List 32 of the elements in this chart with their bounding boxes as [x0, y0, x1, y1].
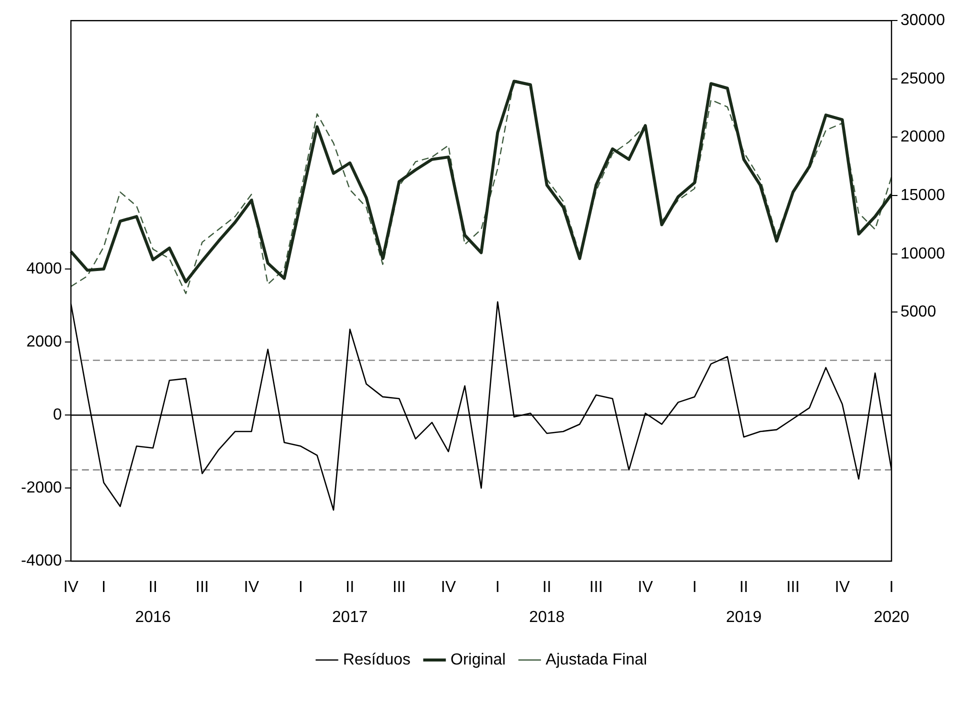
y2-tick-label: 20000 — [900, 128, 946, 146]
x-tick-label: III — [196, 578, 209, 596]
x-tick-label: I — [102, 578, 106, 596]
y2-tick-label: 10000 — [900, 245, 946, 262]
x-tick-label: III — [392, 578, 406, 596]
y-tick-label: -2000 — [21, 480, 62, 497]
legend-label: Original — [450, 651, 506, 668]
legend-label: Ajustada Final — [546, 651, 648, 668]
x-tick-label: II 2017 — [332, 578, 368, 626]
x-tick-label: II 2016 — [135, 578, 171, 626]
y-tick-label: -4000 — [21, 552, 62, 570]
y2-tick-label: 5000 — [900, 304, 936, 321]
x-tick-label: I 2020 — [874, 578, 910, 626]
y2-tick-label: 25000 — [900, 70, 946, 88]
x-tick-label: IV — [244, 578, 260, 596]
y2-tick-label: 15000 — [900, 186, 946, 204]
x-tick-label: IV — [440, 578, 456, 596]
x-tick-label: III — [786, 578, 800, 596]
x-tick-label: I — [495, 578, 500, 596]
x-tick-label: IV — [834, 578, 850, 596]
y2-tick-label: 30000 — [900, 12, 946, 30]
x-tick-label: II 2018 — [529, 578, 565, 626]
y-tick-label: 4000 — [26, 260, 62, 278]
y-tick-label: 0 — [53, 406, 62, 424]
x-tick-label: I — [298, 578, 303, 596]
x-tick-label: I — [692, 578, 697, 596]
x-tick-label: II 2019 — [726, 578, 762, 626]
y-tick-label: 2000 — [26, 333, 62, 350]
x-tick-label: III — [589, 578, 603, 596]
legend-label: Resíduos — [342, 651, 411, 668]
x-tick-label: IV — [638, 578, 654, 596]
x-tick-label: IV — [63, 578, 79, 596]
